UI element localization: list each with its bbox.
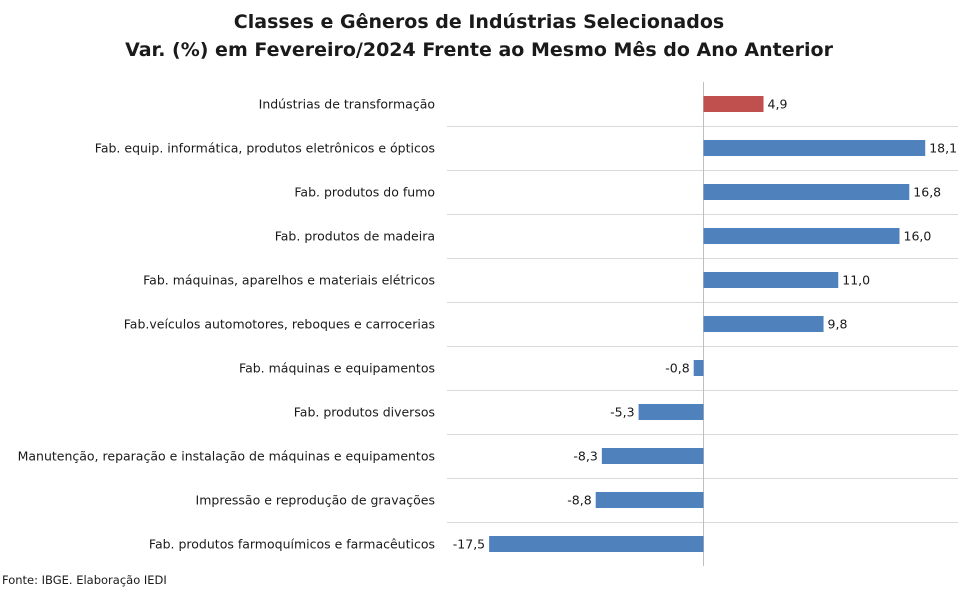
chart-title: Classes e Gêneros de Indústrias Selecion… xyxy=(233,11,725,33)
bar xyxy=(703,316,824,332)
data-label: -8,8 xyxy=(567,493,591,508)
bar xyxy=(638,404,704,420)
bar xyxy=(595,492,704,508)
category-label: Fab. máquinas, aparelhos e materiais elé… xyxy=(143,273,435,288)
data-label: -5,3 xyxy=(610,405,634,420)
data-label: -8,3 xyxy=(573,449,597,464)
chart-title-block: Classes e Gêneros de Indústrias Selecion… xyxy=(0,8,958,64)
bar xyxy=(489,536,704,552)
data-label: -17,5 xyxy=(453,537,485,552)
category-label: Fab. produtos diversos xyxy=(294,405,435,420)
data-label: 4,9 xyxy=(768,97,788,112)
category-label: Impressão e reprodução de gravações xyxy=(196,493,435,508)
data-label: 16,0 xyxy=(904,229,932,244)
category-label: Fab. produtos de madeira xyxy=(275,229,435,244)
source-note: Fonte: IBGE. Elaboração IEDI xyxy=(2,573,167,587)
category-label: Fab. produtos farmoquímicos e farmacêuti… xyxy=(149,537,435,552)
bar xyxy=(703,228,900,244)
bar-layer xyxy=(489,96,926,552)
chart-subtitle: Var. (%) em Fevereiro/2024 Frente ao Mes… xyxy=(125,39,833,61)
grid-layer xyxy=(447,82,958,566)
category-label: Fab.veículos automotores, reboques e car… xyxy=(124,317,435,332)
data-label: -0,8 xyxy=(665,361,689,376)
category-label: Fab. máquinas e equipamentos xyxy=(239,361,435,376)
label-layer: Indústrias de transformação 4,9 Fab. equip… xyxy=(18,97,957,552)
bar xyxy=(703,184,910,200)
category-label: Indústrias de transformação xyxy=(259,97,435,112)
category-label: Fab. equip. informática, produtos eletrô… xyxy=(95,141,435,156)
category-label: Manutenção, reparação e instalação de má… xyxy=(18,449,435,464)
bar xyxy=(703,140,926,156)
category-label: Fab. produtos do fumo xyxy=(294,185,435,200)
data-label: 18,1 xyxy=(929,141,957,156)
data-label: 11,0 xyxy=(842,273,870,288)
data-label: 9,8 xyxy=(828,317,848,332)
bar xyxy=(703,272,839,288)
bar xyxy=(601,448,704,464)
data-label: 16,8 xyxy=(913,185,941,200)
bar xyxy=(703,96,764,112)
bar xyxy=(693,360,704,376)
